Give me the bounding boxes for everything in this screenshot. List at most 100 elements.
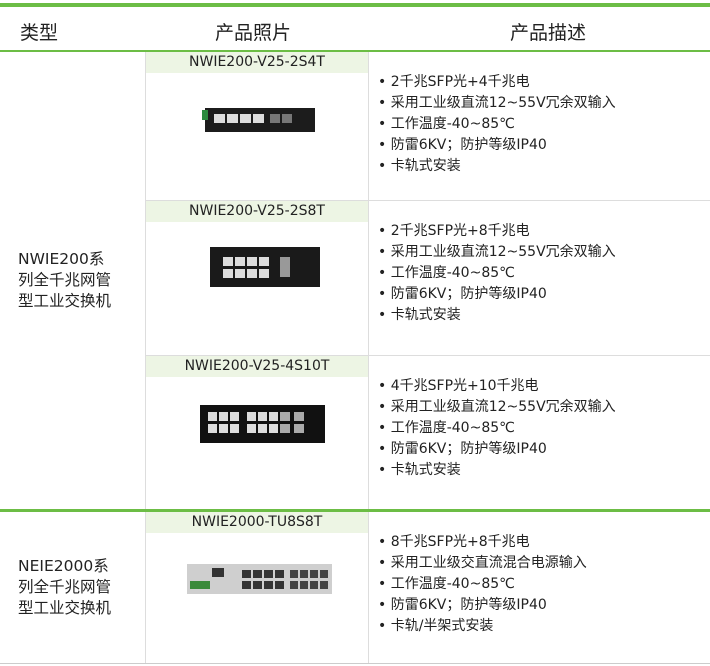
photo-part — [219, 412, 228, 421]
product-photo — [202, 108, 315, 132]
photo-part — [300, 581, 308, 589]
header-type: 类型 — [20, 22, 59, 44]
photo-part — [275, 570, 284, 578]
product-photo — [187, 564, 332, 594]
header-rule — [0, 50, 710, 52]
photo-part — [208, 424, 217, 433]
photo-part — [259, 257, 269, 266]
photo-part — [259, 269, 269, 278]
photo-part — [227, 114, 238, 123]
photo-part — [294, 424, 304, 433]
product-feature: 卡轨式安装 — [378, 460, 461, 481]
product-feature: 工作温度-40~85℃ — [378, 114, 515, 135]
photo-part — [214, 114, 225, 123]
photo-part — [212, 568, 224, 577]
photo-part — [253, 581, 262, 589]
photo-part — [247, 269, 257, 278]
category-line: 型工业交换机 — [18, 292, 112, 310]
product-feature: 工作温度-40~85℃ — [378, 418, 515, 439]
photo-part — [219, 424, 228, 433]
header-photo: 产品照片 — [215, 22, 292, 44]
photo-part — [264, 581, 273, 589]
photo-part — [282, 114, 292, 123]
column-divider — [368, 52, 369, 509]
group-rule — [0, 663, 710, 664]
photo-part — [247, 412, 256, 421]
product-feature: 防雷6KV；防护等级IP40 — [378, 135, 547, 156]
photo-part — [242, 581, 251, 589]
photo-part — [320, 570, 328, 578]
product-feature: 采用工业级直流12~55V冗余双输入 — [378, 93, 616, 114]
column-divider — [368, 512, 369, 663]
photo-part — [253, 570, 262, 578]
photo-part — [264, 570, 273, 578]
product-feature: 卡轨式安装 — [378, 305, 461, 326]
photo-part — [280, 424, 290, 433]
photo-part — [190, 581, 210, 589]
photo-part — [310, 581, 318, 589]
photo-part — [230, 424, 239, 433]
product-feature: 采用工业级交直流混合电源输入 — [378, 553, 587, 574]
product-feature: 8千兆SFP光+8千兆电 — [378, 532, 530, 553]
photo-part — [208, 412, 217, 421]
photo-part — [247, 424, 256, 433]
product-feature: 4千兆SFP光+10千兆电 — [378, 376, 539, 397]
photo-part — [223, 257, 233, 266]
photo-part — [223, 269, 233, 278]
photo-part — [253, 114, 264, 123]
product-photo — [200, 405, 325, 443]
product-feature: 防雷6KV；防护等级IP40 — [378, 595, 547, 616]
photo-part — [294, 412, 304, 421]
photo-part — [290, 581, 298, 589]
photo-part — [269, 424, 278, 433]
product-feature: 工作温度-40~85℃ — [378, 574, 515, 595]
product-feature: 防雷6KV；防护等级IP40 — [378, 439, 547, 460]
row-divider — [146, 355, 710, 356]
product-feature: 工作温度-40~85℃ — [378, 263, 515, 284]
row-divider — [146, 200, 710, 201]
category-line: 型工业交换机 — [18, 599, 112, 617]
category-line: 列全千兆网管 — [18, 271, 112, 289]
photo-part — [300, 570, 308, 578]
photo-part — [240, 114, 251, 123]
column-divider — [145, 512, 146, 663]
photo-part — [290, 570, 298, 578]
category-line: NEIE2000系 — [18, 557, 109, 575]
photo-part — [235, 257, 245, 266]
photo-part — [320, 581, 328, 589]
photo-part — [310, 570, 318, 578]
top-rule — [0, 3, 710, 7]
photo-part — [242, 570, 251, 578]
photo-part — [280, 412, 290, 421]
product-feature: 卡轨式安装 — [378, 156, 461, 177]
photo-part — [230, 412, 239, 421]
photo-part — [247, 257, 257, 266]
category-line: 列全千兆网管 — [18, 578, 112, 596]
group-rule — [0, 509, 710, 512]
photo-part — [187, 564, 332, 594]
category-line: NWIE200系 — [18, 250, 105, 268]
product-feature: 防雷6KV；防护等级IP40 — [378, 284, 547, 305]
product-name: NWIE200-V25-2S8T — [146, 201, 368, 222]
photo-part — [258, 412, 267, 421]
photo-part — [258, 424, 267, 433]
product-name: NWIE200-V25-2S4T — [146, 52, 368, 73]
photo-part — [235, 269, 245, 278]
product-feature: 2千兆SFP光+8千兆电 — [378, 221, 530, 242]
photo-part — [270, 114, 280, 123]
product-feature: 采用工业级直流12~55V冗余双输入 — [378, 242, 616, 263]
photo-part — [269, 412, 278, 421]
photo-part — [275, 581, 284, 589]
header-desc: 产品描述 — [510, 22, 587, 44]
product-feature: 采用工业级直流12~55V冗余双输入 — [378, 397, 616, 418]
photo-part — [202, 110, 208, 120]
product-name: NWIE200-V25-4S10T — [146, 356, 368, 377]
photo-part — [280, 257, 290, 277]
product-photo — [210, 247, 320, 287]
product-feature: 2千兆SFP光+4千兆电 — [378, 72, 530, 93]
column-divider — [145, 52, 146, 509]
product-feature: 卡轨/半架式安装 — [378, 616, 494, 637]
product-name: NWIE2000-TU8S8T — [146, 512, 368, 533]
photo-part — [210, 247, 320, 287]
